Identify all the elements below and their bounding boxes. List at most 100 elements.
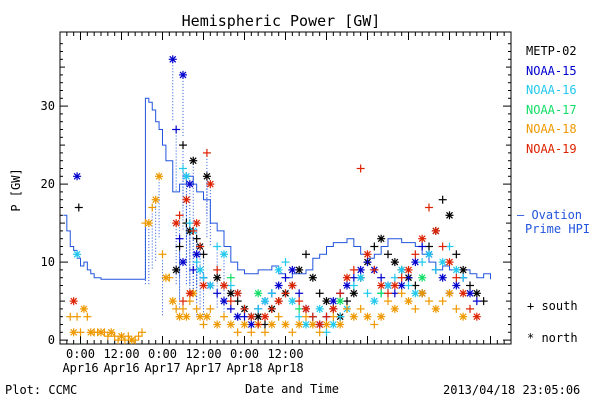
north-point-marker bbox=[185, 180, 194, 189]
north-point-marker bbox=[192, 250, 201, 259]
chart-title: Hemispheric Power [GW] bbox=[182, 12, 381, 30]
south-point-marker bbox=[175, 242, 184, 251]
south-point-marker bbox=[254, 304, 263, 313]
north-point-marker bbox=[261, 297, 269, 306]
north-point-marker bbox=[196, 265, 205, 274]
north-point-marker bbox=[472, 289, 481, 298]
legend-entry-metp02: METP-02 bbox=[526, 44, 577, 58]
south-point-marker bbox=[445, 242, 454, 251]
north-point-marker bbox=[144, 219, 153, 228]
south-point-marker bbox=[179, 304, 187, 313]
north-point-marker bbox=[363, 250, 372, 259]
series-noaa-15 bbox=[73, 55, 481, 329]
south-point-marker bbox=[315, 328, 324, 337]
north-point-marker bbox=[302, 320, 310, 329]
north-point-marker bbox=[192, 219, 201, 228]
south-point-marker bbox=[397, 289, 406, 298]
south-point-marker bbox=[390, 273, 399, 282]
y-tick-label: 10 bbox=[41, 255, 55, 269]
south-point-marker bbox=[472, 297, 481, 306]
south-point-marker bbox=[226, 304, 235, 313]
south-point-marker bbox=[185, 219, 194, 228]
south-point-marker bbox=[466, 281, 474, 290]
north-point-marker bbox=[308, 320, 317, 329]
x-tick-time-label: 12:00 bbox=[267, 347, 303, 361]
north-point-marker bbox=[213, 320, 222, 329]
south-point-marker bbox=[411, 250, 420, 259]
north-point-marker bbox=[336, 297, 345, 306]
north-point-marker bbox=[199, 281, 208, 290]
north-point-marker bbox=[329, 297, 338, 306]
south-point-marker bbox=[349, 265, 358, 274]
north-point-marker bbox=[172, 219, 181, 228]
south-point-marker bbox=[479, 297, 488, 306]
north-point-marker bbox=[196, 312, 205, 321]
north-point-marker bbox=[438, 273, 447, 282]
south-point-marker bbox=[179, 164, 187, 173]
north-point-marker bbox=[377, 234, 386, 243]
north-point-marker bbox=[315, 304, 324, 313]
north-point-marker bbox=[179, 70, 187, 79]
north-point-marker bbox=[172, 265, 181, 274]
north-point-marker bbox=[308, 273, 317, 282]
north-point-marker bbox=[472, 312, 481, 321]
north-point-marker bbox=[322, 320, 331, 329]
north-point-marker bbox=[411, 289, 420, 298]
north-point-marker bbox=[117, 332, 126, 341]
south-point-marker bbox=[73, 312, 82, 321]
north-point-marker bbox=[356, 273, 365, 282]
south-point-marker bbox=[418, 242, 427, 251]
north-point-marker bbox=[247, 312, 256, 321]
south-point-marker bbox=[281, 289, 290, 298]
north-point-marker bbox=[425, 250, 433, 259]
north-point-marker bbox=[295, 265, 304, 274]
south-point-marker bbox=[199, 273, 208, 282]
north-point-marker bbox=[182, 195, 191, 204]
south-point-marker bbox=[240, 312, 249, 321]
south-point-marker bbox=[274, 312, 283, 321]
south-point-marker bbox=[377, 273, 386, 282]
north-point-marker bbox=[349, 312, 358, 321]
south-point-marker bbox=[459, 273, 468, 282]
north-point-marker bbox=[220, 297, 228, 306]
north-point-marker bbox=[390, 258, 399, 267]
south-point-marker bbox=[384, 297, 392, 306]
south-point-marker bbox=[179, 141, 187, 150]
south-point-marker bbox=[370, 242, 379, 251]
north-point-marker bbox=[377, 312, 386, 321]
south-point-marker bbox=[363, 258, 372, 267]
south-point-marker bbox=[213, 289, 222, 298]
x-tick-date-label: Apr18 bbox=[267, 361, 303, 375]
x-tick-date-label: Apr17 bbox=[185, 361, 221, 375]
north-point-marker bbox=[411, 258, 420, 267]
south-point-marker bbox=[281, 273, 290, 282]
x-tick-date-label: Apr16 bbox=[62, 361, 98, 375]
north-point-marker bbox=[220, 281, 228, 290]
south-point-marker bbox=[404, 273, 413, 282]
south-point-marker bbox=[295, 312, 304, 321]
north-point-marker bbox=[459, 265, 468, 274]
south-point-marker bbox=[134, 332, 143, 341]
south-point-marker bbox=[199, 320, 208, 329]
north-point-marker bbox=[431, 226, 440, 235]
north-point-marker bbox=[302, 304, 310, 313]
south-point-marker bbox=[220, 312, 228, 321]
legend-entry-noaa17: NOAA-17 bbox=[526, 102, 577, 117]
south-point-marker bbox=[349, 281, 358, 290]
south-point-marker bbox=[76, 328, 85, 337]
south-point-marker bbox=[100, 328, 109, 337]
south-point-marker bbox=[172, 125, 181, 134]
south-point-marker bbox=[370, 320, 379, 329]
north-point-marker bbox=[349, 289, 358, 298]
south-point-marker bbox=[179, 297, 187, 306]
north-point-marker bbox=[274, 297, 283, 306]
north-point-marker bbox=[431, 304, 440, 313]
south-point-marker bbox=[452, 304, 461, 313]
south-point-marker bbox=[363, 289, 372, 298]
north-point-marker bbox=[254, 312, 263, 321]
ovation-legend-line1: — Ovation bbox=[517, 208, 583, 222]
south-point-marker bbox=[431, 265, 440, 274]
x-tick-time-label: 0:00 bbox=[230, 347, 259, 361]
north-point-marker bbox=[418, 273, 427, 282]
series-noaa-18 bbox=[66, 172, 468, 345]
